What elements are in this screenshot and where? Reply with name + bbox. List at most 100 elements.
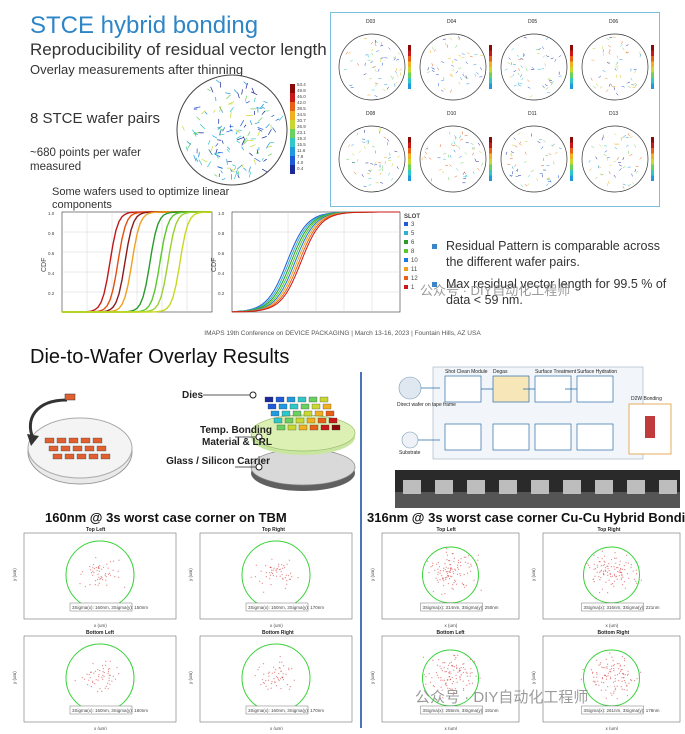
- svg-text:*: *: [109, 673, 111, 678]
- svg-text:*: *: [280, 669, 282, 674]
- small-wafer: [581, 33, 649, 101]
- svg-text:*: *: [599, 570, 601, 575]
- svg-text:*: *: [282, 577, 284, 582]
- optimize-note: Some wafers used to optimize linear comp…: [52, 186, 230, 211]
- svg-text:*: *: [109, 667, 111, 672]
- cdf-right-series: [232, 211, 400, 313]
- svg-text:*: *: [278, 679, 280, 684]
- cdf-y-tick: 0.4: [218, 271, 225, 276]
- svg-text:*: *: [107, 681, 109, 686]
- svg-text:*: *: [276, 684, 278, 689]
- svg-text:*: *: [591, 667, 593, 672]
- svg-text:*: *: [92, 569, 94, 574]
- svg-text:*: *: [440, 569, 442, 574]
- svg-text:*: *: [99, 569, 101, 574]
- svg-text:*: *: [255, 574, 257, 579]
- svg-text:*: *: [451, 660, 453, 665]
- svg-text:*: *: [609, 668, 611, 673]
- svg-text:*: *: [470, 569, 472, 574]
- svg-text:*: *: [95, 579, 97, 584]
- svg-text:*: *: [628, 681, 630, 686]
- svg-text:*: *: [463, 583, 465, 588]
- svg-text:*: *: [588, 563, 590, 568]
- svg-text:*: *: [459, 571, 461, 576]
- svg-text:*: *: [101, 575, 103, 580]
- svg-text:*: *: [282, 576, 284, 581]
- svg-text:*: *: [442, 660, 444, 665]
- svg-text:*: *: [254, 673, 256, 678]
- svg-text:*: *: [607, 684, 609, 689]
- svg-text:*: *: [96, 566, 98, 571]
- svg-text:*: *: [616, 696, 618, 701]
- scatter-plot: Top Right*******************************…: [188, 527, 353, 628]
- svg-text:*: *: [102, 578, 104, 583]
- svg-text:*: *: [456, 582, 458, 587]
- svg-text:*: *: [106, 684, 108, 689]
- svg-text:*: *: [601, 688, 603, 693]
- svg-text:*: *: [102, 663, 104, 668]
- svg-text:*: *: [442, 577, 444, 582]
- slot-legend-item: 10: [411, 258, 418, 264]
- svg-text:*: *: [445, 565, 447, 570]
- bullet-1: Residual Pattern is comparable across th…: [432, 238, 677, 270]
- svg-text:*: *: [278, 671, 280, 676]
- svg-text:*: *: [596, 671, 598, 676]
- svg-text:*: *: [624, 568, 626, 573]
- svg-text:*: *: [607, 573, 609, 578]
- slot-legend-item: 5: [411, 231, 415, 237]
- svg-text:*: *: [437, 567, 439, 572]
- svg-text:*: *: [600, 569, 602, 574]
- svg-text:*: *: [605, 569, 607, 574]
- svg-text:*: *: [582, 668, 584, 673]
- svg-text:*: *: [449, 678, 451, 683]
- svg-text:*: *: [594, 574, 596, 579]
- scatter-title: Bottom Left: [86, 630, 114, 636]
- svg-text:*: *: [470, 666, 472, 671]
- svg-text:*: *: [105, 574, 107, 579]
- svg-text:*: *: [621, 573, 623, 578]
- svg-text:*: *: [437, 560, 439, 565]
- svg-text:*: *: [609, 571, 611, 576]
- svg-text:*: *: [423, 655, 425, 660]
- svg-text:*: *: [286, 582, 288, 587]
- svg-text:*: *: [93, 570, 95, 575]
- svg-text:*: *: [281, 675, 283, 680]
- svg-text:*: *: [594, 562, 596, 567]
- svg-text:*: *: [297, 576, 299, 581]
- svg-text:*: *: [634, 577, 636, 582]
- svg-text:*: *: [452, 583, 454, 588]
- small-wafer: [500, 33, 568, 101]
- slot-legend-title: SLOT: [404, 214, 420, 220]
- svg-text:*: *: [442, 576, 444, 581]
- svg-text:*: *: [444, 660, 446, 665]
- svg-text:*: *: [615, 575, 617, 580]
- svg-text:*: *: [263, 590, 265, 595]
- y-axis-label: y (um): [531, 671, 536, 684]
- svg-text:*: *: [264, 681, 266, 686]
- svg-text:*: *: [475, 674, 477, 679]
- svg-text:*: *: [437, 570, 439, 575]
- right-heading: 316nm @ 3s worst case corner Cu-Cu Hybri…: [367, 510, 685, 525]
- svg-text:*: *: [626, 684, 628, 689]
- svg-text:*: *: [111, 679, 113, 684]
- svg-text:*: *: [448, 573, 450, 578]
- svg-text:*: *: [463, 573, 465, 578]
- svg-text:*: *: [448, 675, 450, 680]
- svg-text:*: *: [450, 566, 452, 571]
- svg-text:*: *: [93, 563, 95, 568]
- svg-text:*: *: [620, 667, 622, 672]
- svg-text:*: *: [108, 572, 110, 577]
- svg-text:*: *: [613, 565, 615, 570]
- svg-text:*: *: [447, 572, 449, 577]
- svg-text:*: *: [439, 578, 441, 583]
- y-axis-label: y (um): [12, 568, 17, 581]
- stack-diagram: [203, 391, 356, 491]
- d2w-title: Die-to-Wafer Overlay Results: [30, 346, 290, 368]
- svg-text:*: *: [622, 672, 624, 677]
- svg-text:*: *: [271, 682, 273, 687]
- svg-text:*: *: [448, 574, 450, 579]
- label-bonding: Temp. Bonding Material & LRL: [199, 425, 272, 448]
- svg-text:*: *: [425, 682, 427, 687]
- flow-label: Shot Clean Module: [445, 369, 488, 375]
- svg-text:*: *: [611, 667, 613, 672]
